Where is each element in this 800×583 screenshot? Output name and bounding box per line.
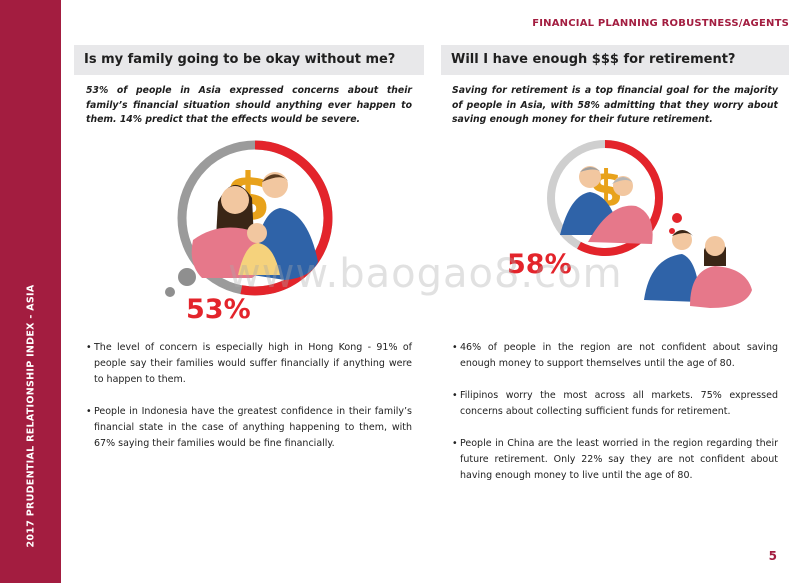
left-section-title: Is my family going to be okay without me… bbox=[74, 45, 424, 75]
list-item: People in China are the least worried in… bbox=[452, 436, 778, 484]
woman-head bbox=[221, 186, 249, 214]
left-percent-label: 53% bbox=[186, 294, 251, 325]
family-illustration: $ bbox=[165, 140, 333, 297]
left-intro-text: 53% of people in Asia expressed concerns… bbox=[86, 85, 412, 126]
elderly-man-head bbox=[579, 166, 601, 188]
retirement-illustration: $ bbox=[547, 140, 752, 308]
young-man-head bbox=[672, 230, 692, 250]
list-item: People in Indonesia have the greatest co… bbox=[86, 404, 412, 452]
thought-bubble-large bbox=[672, 213, 682, 223]
left-bullet-list: The level of concern is especially high … bbox=[86, 340, 412, 468]
child-head bbox=[247, 223, 267, 243]
thought-bubble-small bbox=[165, 287, 175, 297]
thought-bubble-large bbox=[178, 268, 196, 286]
ring-progress-arc bbox=[577, 140, 663, 256]
sidebar: 2017 PRUDENTIAL RELATIONSHIP INDEX - ASI… bbox=[0, 0, 61, 583]
young-man-body bbox=[644, 254, 700, 302]
right-intro-text: Saving for retirement is a top financial… bbox=[452, 85, 778, 126]
thought-bubble-small bbox=[669, 228, 675, 234]
child-body bbox=[238, 243, 280, 275]
ring-progress-arc bbox=[240, 140, 333, 296]
list-item: The level of concern is especially high … bbox=[86, 340, 412, 388]
right-percent-label: 58% bbox=[507, 249, 572, 280]
elderly-woman-body bbox=[588, 205, 653, 244]
section-header: FINANCIAL PLANNING ROBUSTNESS/AGENTS bbox=[532, 18, 789, 29]
right-section-title: Will I have enough $$$ for retirement? bbox=[441, 45, 789, 75]
page-number: 5 bbox=[768, 549, 777, 563]
list-item: Filipinos worry the most across all mark… bbox=[452, 388, 778, 420]
young-woman-body bbox=[690, 266, 752, 308]
young-woman-head bbox=[705, 236, 725, 256]
right-bullet-list: 46% of people in the region are not conf… bbox=[452, 340, 778, 500]
sidebar-label: 2017 PRUDENTIAL RELATIONSHIP INDEX - ASI… bbox=[25, 284, 37, 548]
list-item: 46% of people in the region are not conf… bbox=[452, 340, 778, 372]
